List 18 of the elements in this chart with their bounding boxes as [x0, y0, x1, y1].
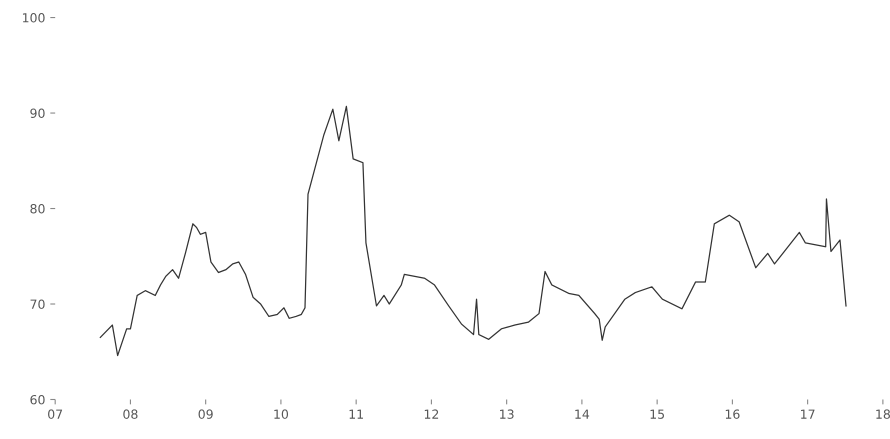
- x-tick-label: 11: [350, 410, 363, 419]
- x-tick-label: 09: [198, 409, 213, 419]
- x-tick-label: 13: [500, 409, 514, 419]
- x-tick-label: 18: [876, 409, 890, 419]
- x-tick-label: 15: [650, 410, 664, 419]
- y-tick-label: 100: [22, 13, 45, 22]
- x-tick-label: 07: [48, 409, 62, 419]
- x-tick-label: 10: [274, 409, 288, 419]
- x-tick-label: 17: [801, 410, 815, 419]
- y-tick-label: 60: [30, 394, 45, 404]
- x-tick-label: 14: [575, 410, 590, 419]
- x-tick-label: 12: [424, 409, 438, 419]
- x-tick-label: 08: [123, 409, 138, 419]
- y-tick-label: 70: [30, 299, 45, 309]
- line-series: [100, 106, 847, 356]
- y-tick-label: 80: [30, 204, 45, 214]
- y-tick-label: 90: [30, 108, 45, 118]
- x-tick-label: 16: [726, 409, 740, 419]
